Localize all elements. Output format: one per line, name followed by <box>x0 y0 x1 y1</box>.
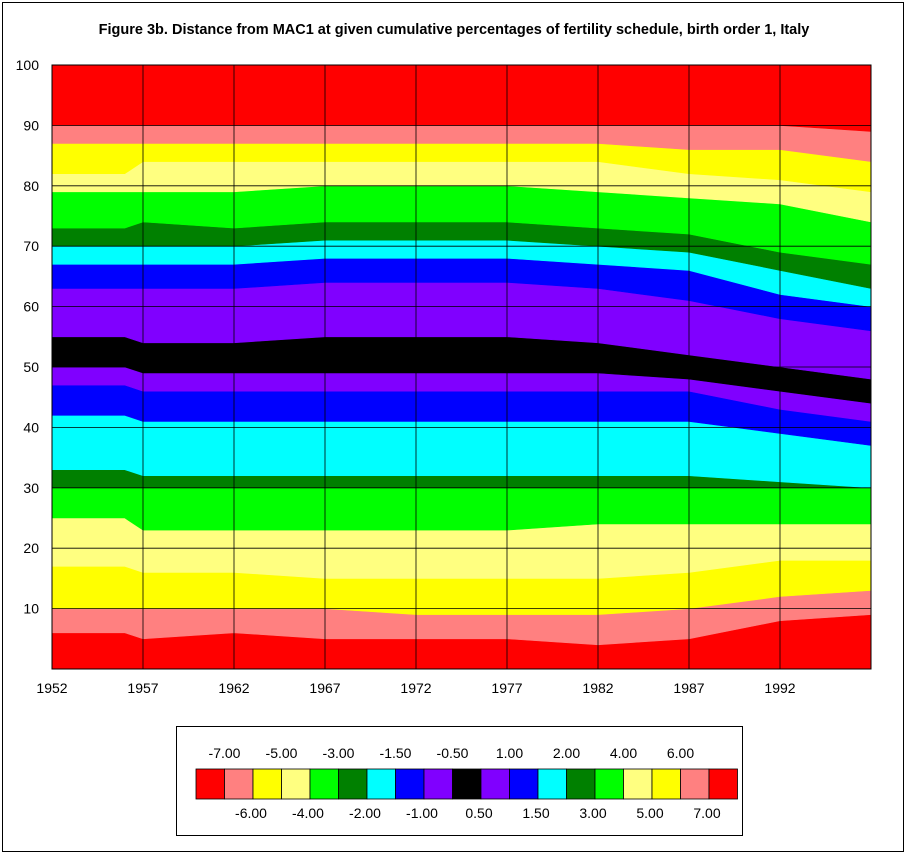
plot-border <box>51 64 872 670</box>
legend-bottom-label: 0.50 <box>465 805 492 821</box>
legend-bottom-label: 5.00 <box>636 805 663 821</box>
legend-swatch <box>224 768 254 800</box>
legend-bottom-label: 3.00 <box>579 805 606 821</box>
y-tick-label: 80 <box>23 178 39 194</box>
legend-swatch <box>566 768 596 800</box>
x-tick-label: 1967 <box>309 680 340 696</box>
band--3 <box>52 487 871 531</box>
heatmap-bands <box>52 65 871 669</box>
legend-swatch <box>623 768 653 800</box>
legend-swatch <box>309 768 339 800</box>
legend-top-label: 2.00 <box>553 745 580 761</box>
legend-bottom-label: -4.00 <box>292 805 324 821</box>
legend-swatch <box>509 768 539 800</box>
x-tick-label: 1987 <box>673 680 704 696</box>
x-tick-label: 1952 <box>36 680 67 696</box>
legend-swatch <box>252 768 282 800</box>
legend-bottom-label: -2.00 <box>349 805 381 821</box>
x-tick-label: 1962 <box>218 680 249 696</box>
x-tick-label: 1977 <box>491 680 522 696</box>
band-7+ <box>52 65 871 132</box>
legend-swatch <box>338 768 368 800</box>
chart-title: Figure 3b. Distance from MAC1 at given c… <box>98 22 810 38</box>
legend-bottom-label: -1.00 <box>406 805 438 821</box>
y-tick-label: 40 <box>23 419 39 435</box>
legend-swatch <box>423 768 453 800</box>
legend-box: -7.00 -5.00 -3.00 -1.50 -0.50 1.00 2.00 4.00 6.0… <box>176 726 743 836</box>
legend-swatch <box>452 768 482 800</box>
legend-bottom-label: -6.00 <box>235 805 267 821</box>
legend-swatch <box>651 768 681 800</box>
x-tick-label: 1992 <box>764 680 795 696</box>
heatmap-plot: 100 90 80 70 60 50 40 30 20 10 1952 1957 1962 1967 197… <box>16 57 872 696</box>
legend-bottom-label: 1.50 <box>522 805 549 821</box>
legend-swatch <box>281 768 311 800</box>
legend-swatch <box>680 768 710 800</box>
legend-top-label: -1.50 <box>380 745 412 761</box>
legend-top-label: 6.00 <box>667 745 694 761</box>
legend-top-label: 1.00 <box>496 745 523 761</box>
y-tick-label: 60 <box>23 299 39 315</box>
y-tick-label: 100 <box>16 57 40 73</box>
legend-swatch <box>195 768 225 800</box>
legend-bottom-label: 7.00 <box>693 805 720 821</box>
legend-swatch <box>366 768 396 800</box>
legend-swatch <box>537 768 567 800</box>
x-tick-label: 1982 <box>582 680 613 696</box>
x-tick-label: 1972 <box>400 680 431 696</box>
y-tick-label: 30 <box>23 480 39 496</box>
legend-top-label: -0.50 <box>437 745 469 761</box>
legend-swatch <box>594 768 624 800</box>
y-tick-label: 10 <box>23 601 39 617</box>
legend-top-label: -3.00 <box>323 745 355 761</box>
legend: -7.00 -5.00 -3.00 -1.50 -0.50 1.00 2.00 4.00 6.0… <box>195 745 738 821</box>
legend-top-label: 4.00 <box>610 745 637 761</box>
x-tick-label: 1957 <box>127 680 158 696</box>
y-tick-label: 70 <box>23 238 39 254</box>
legend-top-label: -7.00 <box>209 745 241 761</box>
legend-top-label: -5.00 <box>266 745 298 761</box>
y-tick-label: 50 <box>23 359 39 375</box>
y-tick-label: 20 <box>23 540 39 556</box>
legend-swatch <box>708 768 738 800</box>
legend-swatch <box>395 768 425 800</box>
legend-swatch <box>480 768 510 800</box>
y-tick-label: 90 <box>23 117 39 133</box>
